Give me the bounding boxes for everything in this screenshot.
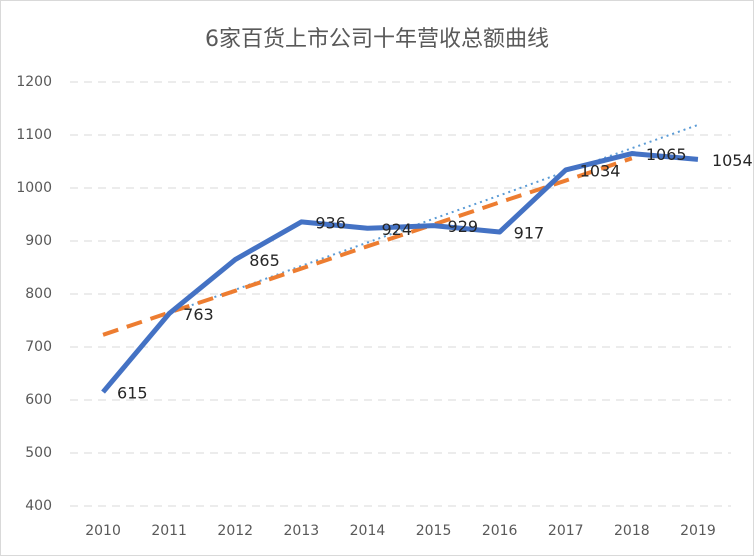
x-tick-label: 2016 — [482, 523, 518, 539]
x-tick-label: 2011 — [151, 523, 187, 539]
data-label: 917 — [514, 223, 545, 242]
x-tick-label: 2010 — [85, 523, 121, 539]
data-label: 1054 — [712, 151, 753, 170]
y-tick-label: 800 — [25, 286, 52, 302]
y-tick-label: 500 — [25, 445, 52, 461]
x-tick-label: 2013 — [284, 523, 320, 539]
data-label: 1034 — [580, 161, 621, 180]
y-tick-label: 1200 — [16, 74, 52, 90]
data-label: 936 — [315, 213, 346, 232]
x-tick-label: 2017 — [548, 523, 584, 539]
y-tick-label: 700 — [25, 339, 52, 355]
y-tick-label: 1000 — [16, 180, 52, 196]
y-tick-label: 1100 — [16, 127, 52, 143]
data-label: 929 — [448, 217, 479, 236]
series-line — [101, 151, 699, 394]
y-tick-label: 600 — [25, 392, 52, 408]
x-tick-label: 2018 — [614, 523, 650, 539]
x-tick-label: 2015 — [416, 523, 452, 539]
x-tick-label: 2012 — [217, 523, 253, 539]
data-label: 763 — [183, 305, 214, 324]
data-label: 615 — [117, 384, 148, 403]
chart-title: 6家百货上市公司十年营收总额曲线 — [205, 27, 549, 52]
data-label: 924 — [381, 220, 412, 239]
x-tick-label: 2014 — [350, 523, 386, 539]
data-label: 865 — [249, 251, 280, 270]
y-tick-label: 900 — [25, 233, 52, 249]
x-tick-label: 2019 — [680, 523, 716, 539]
data-label: 1065 — [646, 145, 687, 164]
y-tick-label: 400 — [25, 498, 52, 514]
